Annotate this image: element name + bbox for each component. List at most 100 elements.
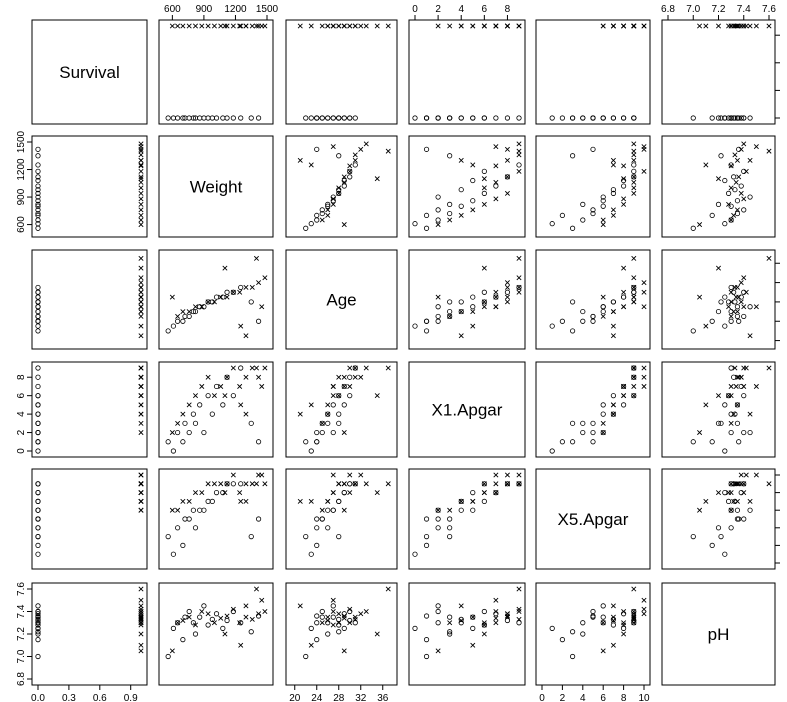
point-circle [35, 299, 41, 305]
point-cross [641, 383, 647, 389]
point-cross [138, 597, 144, 603]
point-cross [600, 420, 606, 426]
point-circle [447, 629, 453, 635]
point-cross [256, 280, 262, 286]
point-circle [620, 294, 627, 300]
point-circle [220, 115, 226, 121]
point-cross [325, 207, 331, 213]
point-cross [734, 309, 740, 315]
point-cross [621, 608, 627, 615]
point-cross [211, 23, 217, 29]
point-cross [341, 179, 347, 185]
point-circle [180, 439, 186, 445]
point-circle [205, 393, 211, 399]
point-cross [341, 613, 347, 619]
panel-frame [408, 249, 526, 350]
point-cross [138, 299, 144, 305]
point-cross [319, 507, 325, 513]
point-circle [435, 516, 441, 522]
point-circle [580, 201, 586, 207]
point-circle [35, 383, 41, 390]
left-axis-ph: 6.8 7.0 7.2 7.4 7.6 [16, 582, 32, 686]
point-cross [631, 608, 637, 615]
point-circle [330, 507, 336, 513]
point-cross [138, 411, 144, 417]
point-circle [248, 533, 254, 540]
point-cross [249, 365, 255, 371]
point-circle [35, 183, 41, 189]
panel-x1-apgar-vs-survival [31, 361, 148, 458]
point-circle [600, 194, 606, 200]
point-circle [738, 183, 744, 189]
point-circle [718, 420, 724, 426]
point-circle [205, 622, 211, 628]
point-cross [738, 146, 744, 152]
point-circle [35, 308, 41, 315]
point-cross [224, 374, 230, 380]
point-circle [35, 210, 41, 217]
point-circle [493, 115, 499, 121]
point-circle [736, 318, 742, 324]
point-cross [481, 23, 487, 29]
point-cross [747, 157, 753, 163]
panel-frame [535, 582, 651, 686]
point-cross [341, 222, 347, 228]
point-cross [610, 333, 616, 339]
point-circle [423, 225, 430, 231]
point-cross [243, 498, 249, 504]
point-circle [736, 516, 742, 522]
point-cross [610, 23, 616, 29]
point-cross [621, 622, 627, 628]
point-cross [766, 23, 772, 29]
point-circle [709, 439, 715, 445]
point-cross [747, 411, 753, 417]
panel-ph-vs-weight [158, 582, 274, 686]
point-circle [303, 533, 309, 540]
point-cross [516, 606, 522, 612]
point-circle [170, 323, 177, 329]
point-circle [458, 498, 464, 504]
point-cross [330, 608, 336, 615]
point-circle [549, 221, 555, 227]
point-circle [314, 516, 320, 522]
point-cross [186, 23, 192, 29]
panel-frame [535, 135, 651, 238]
point-cross [741, 141, 747, 147]
point-cross [753, 304, 759, 310]
point-circle [458, 187, 464, 193]
tick-label: 7.4 [16, 604, 27, 618]
tick-label: 7.2 [712, 4, 726, 15]
point-cross [738, 374, 744, 380]
point-cross [731, 212, 737, 218]
point-circle [600, 198, 606, 204]
point-cross [237, 620, 243, 626]
point-cross [138, 490, 144, 496]
point-circle [255, 115, 262, 121]
point-cross [138, 222, 144, 228]
panel-x1-apgar-vs-x5-apgar [535, 361, 651, 458]
point-cross [262, 481, 268, 487]
point-cross [138, 162, 144, 168]
panel-frame [285, 361, 398, 458]
point-cross [741, 383, 747, 389]
point-circle [347, 608, 353, 615]
point-cross [516, 586, 522, 592]
point-circle [209, 498, 215, 504]
point-circle [412, 625, 418, 631]
point-circle [35, 318, 41, 324]
point-cross [697, 507, 703, 513]
point-cross [325, 23, 331, 29]
point-cross [138, 207, 144, 213]
point-circle [493, 611, 499, 617]
tick-label: 24 [311, 693, 323, 702]
point-circle [732, 299, 738, 305]
point-cross [470, 498, 476, 504]
point-circle [715, 201, 722, 207]
point-circle [314, 115, 320, 121]
panel-weight-vs-age [285, 135, 398, 238]
panel-frame [285, 582, 398, 686]
point-cross [199, 490, 205, 496]
point-cross [703, 162, 709, 168]
point-circle [504, 481, 511, 487]
tick-label: 0 [16, 448, 27, 454]
